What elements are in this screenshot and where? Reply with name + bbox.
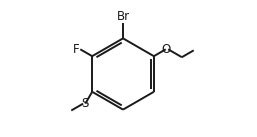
Text: Br: Br	[116, 10, 130, 23]
Text: S: S	[82, 97, 89, 110]
Text: O: O	[161, 43, 170, 56]
Text: F: F	[73, 43, 80, 56]
